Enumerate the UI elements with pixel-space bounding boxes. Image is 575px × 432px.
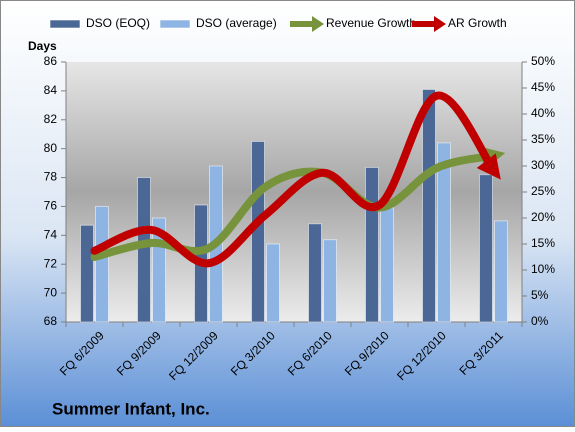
y-tick-label: 74	[44, 228, 58, 242]
legend-swatch	[49, 19, 81, 29]
y2-tick-label: 15%	[531, 236, 555, 250]
y-tick-label: 78	[44, 170, 58, 184]
y-tick-label: 82	[44, 112, 58, 126]
y-tick-label: 70	[44, 285, 58, 299]
y-tick-label: 72	[44, 256, 58, 270]
chart-title: Summer Infant, Inc.	[52, 399, 210, 418]
y-tick-label: 68	[44, 314, 58, 328]
bar	[365, 166, 379, 323]
legend-swatch	[312, 16, 324, 32]
y-tick-label: 86	[44, 54, 58, 68]
y-tick-label: 84	[44, 83, 58, 97]
bar	[323, 239, 337, 323]
legend-label: DSO (average)	[196, 16, 277, 30]
bar	[494, 220, 508, 323]
bar	[308, 223, 322, 323]
legend-label: Revenue Growth	[326, 16, 416, 30]
y2-tick-label: 30%	[531, 158, 555, 172]
y-tick-label: 80	[44, 141, 58, 155]
y2-tick-label: 0%	[531, 314, 549, 328]
bar	[266, 243, 280, 323]
bar	[479, 174, 493, 323]
line	[90, 146, 506, 261]
bar	[380, 207, 394, 323]
legend-label: DSO (EOQ)	[86, 16, 150, 30]
bar	[422, 88, 436, 323]
y-axis-title: Days	[28, 39, 57, 53]
y2-tick-label: 45%	[531, 80, 555, 94]
y2-tick-label: 20%	[531, 210, 555, 224]
bar	[137, 177, 151, 323]
bar	[437, 142, 451, 323]
y2-tick-label: 50%	[531, 54, 555, 68]
legend-swatch	[159, 19, 191, 29]
y2-tick-label: 25%	[531, 184, 555, 198]
y2-tick-label: 40%	[531, 106, 555, 120]
legend-label: AR Growth	[448, 16, 507, 30]
y-tick-label: 76	[44, 199, 58, 213]
legend-swatch	[434, 16, 446, 32]
y2-tick-label: 10%	[531, 262, 555, 276]
bar	[95, 205, 109, 323]
y2-tick-label: 35%	[531, 132, 555, 146]
line	[90, 91, 501, 268]
y2-tick-label: 5%	[531, 288, 549, 302]
bar	[80, 224, 94, 323]
